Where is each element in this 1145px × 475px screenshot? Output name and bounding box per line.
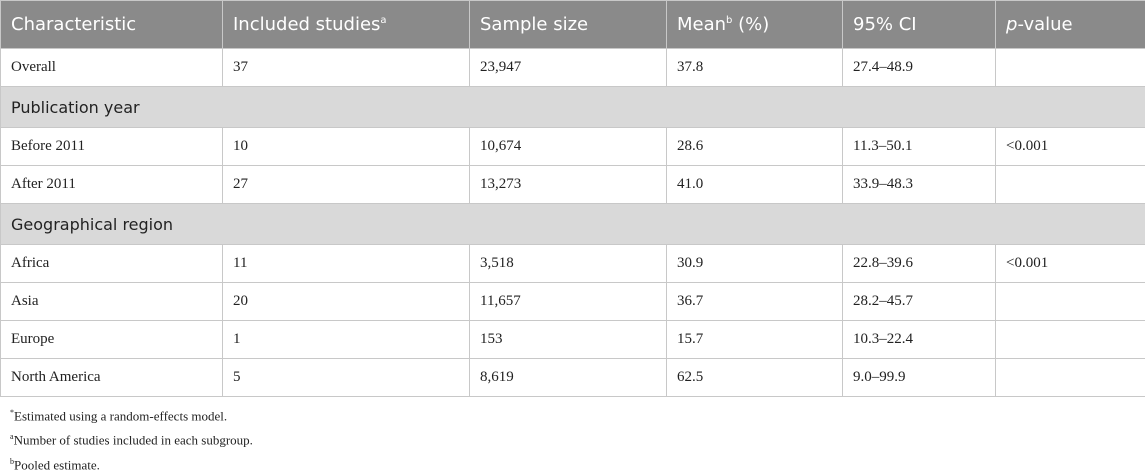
table-cell: 5 bbox=[223, 359, 470, 397]
table-cell: Africa bbox=[1, 245, 223, 283]
table-cell: Europe bbox=[1, 321, 223, 359]
header-cell: 95% CI bbox=[843, 1, 996, 49]
table-cell bbox=[996, 49, 1145, 87]
header-italic: p bbox=[1006, 14, 1017, 35]
table-cell bbox=[996, 321, 1145, 359]
footnote-text: Estimated using a random-effects model. bbox=[14, 408, 227, 423]
table-cell: 13,273 bbox=[470, 166, 667, 204]
header-text: Included studies bbox=[233, 14, 380, 35]
footnote: aNumber of studies included in each subg… bbox=[10, 426, 253, 450]
header-cell: Sample size bbox=[470, 1, 667, 49]
header-text: Sample size bbox=[480, 14, 588, 35]
table-cell: 11 bbox=[223, 245, 470, 283]
table-cell: 15.7 bbox=[667, 321, 843, 359]
table-cell: Overall bbox=[1, 49, 223, 87]
table-cell bbox=[996, 359, 1145, 397]
table-cell: 27.4–48.9 bbox=[843, 49, 996, 87]
table-cell: 8,619 bbox=[470, 359, 667, 397]
header-row: Characteristic Included studiesa Sample si… bbox=[1, 1, 1145, 49]
table-cell: 11,657 bbox=[470, 283, 667, 321]
table-cell: 36.7 bbox=[667, 283, 843, 321]
table-cell: 9.0–99.9 bbox=[843, 359, 996, 397]
header-text: Characteristic bbox=[11, 14, 136, 35]
footnote-text: Pooled estimate. bbox=[14, 457, 100, 472]
header-text: Mean bbox=[677, 14, 726, 35]
header-cell: p-value bbox=[996, 1, 1145, 49]
table-cell bbox=[996, 283, 1145, 321]
header-text: (%) bbox=[732, 14, 769, 35]
table-cell: North America bbox=[1, 359, 223, 397]
table-cell: 20 bbox=[223, 283, 470, 321]
table-cell: <0.001 bbox=[996, 245, 1145, 283]
table-cell: 11.3–50.1 bbox=[843, 128, 996, 166]
table-cell: 62.5 bbox=[667, 359, 843, 397]
table-cell: 28.6 bbox=[667, 128, 843, 166]
footnotes: *Estimated using a random-effects model.… bbox=[10, 402, 253, 475]
table-cell: 10 bbox=[223, 128, 470, 166]
table-cell: 37 bbox=[223, 49, 470, 87]
header-text: -value bbox=[1017, 14, 1072, 35]
header-cell: Meanb (%) bbox=[667, 1, 843, 49]
table-cell: 22.8–39.6 bbox=[843, 245, 996, 283]
table-row: Geographical region bbox=[1, 204, 1145, 245]
table-cell: 153 bbox=[470, 321, 667, 359]
table-cell: 10.3–22.4 bbox=[843, 321, 996, 359]
table-cell: 28.2–45.7 bbox=[843, 283, 996, 321]
table-cell: 33.9–48.3 bbox=[843, 166, 996, 204]
table-cell: 10,674 bbox=[470, 128, 667, 166]
table-cell: Asia bbox=[1, 283, 223, 321]
table-cell: 37.8 bbox=[667, 49, 843, 87]
header-cell: Characteristic bbox=[1, 1, 223, 49]
section-label: Publication year bbox=[1, 87, 1145, 128]
section-label: Geographical region bbox=[1, 204, 1145, 245]
header-cell: Included studiesa bbox=[223, 1, 470, 49]
footnote-text: Number of studies included in each subgr… bbox=[14, 433, 253, 448]
table-cell: 3,518 bbox=[470, 245, 667, 283]
table-cell: <0.001 bbox=[996, 128, 1145, 166]
table-cell: 1 bbox=[223, 321, 470, 359]
header-text: 95% CI bbox=[853, 14, 917, 35]
table-cell: 30.9 bbox=[667, 245, 843, 283]
footnote: *Estimated using a random-effects model. bbox=[10, 402, 253, 426]
table-cell: Before 2011 bbox=[1, 128, 223, 166]
results-table: Characteristic Included studiesa Sample si… bbox=[0, 0, 1145, 397]
table-cell: 41.0 bbox=[667, 166, 843, 204]
page: Characteristic Included studiesa Sample si… bbox=[0, 0, 1145, 463]
table-cell bbox=[996, 166, 1145, 204]
table-row: Publication year bbox=[1, 87, 1145, 128]
table-cell: 27 bbox=[223, 166, 470, 204]
table-cell: After 2011 bbox=[1, 166, 223, 204]
header-sup: a bbox=[380, 15, 386, 26]
table-cell: 23,947 bbox=[470, 49, 667, 87]
